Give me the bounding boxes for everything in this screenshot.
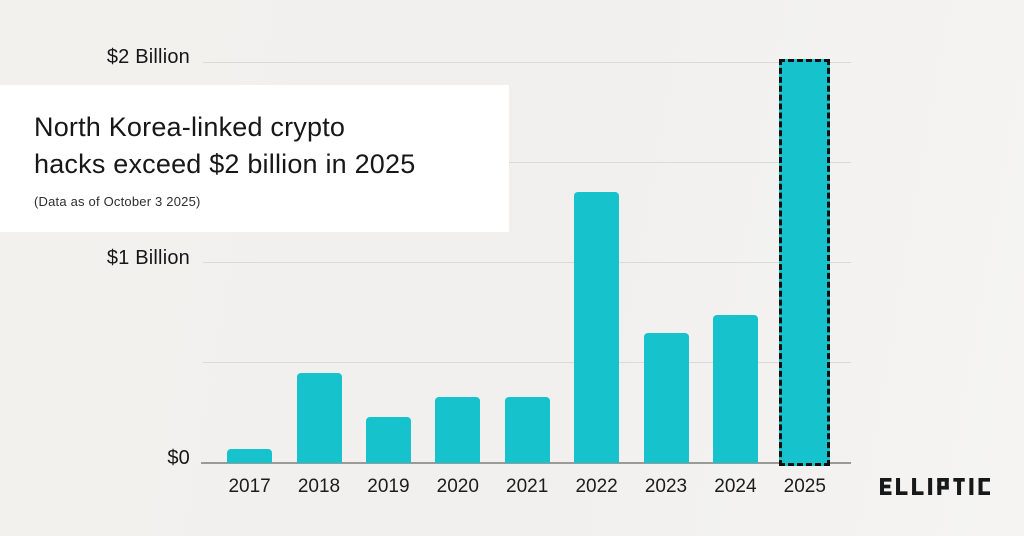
y-axis-label: $1 Billion <box>106 246 190 269</box>
bar-2020 <box>435 396 481 463</box>
x-axis-label-2024: 2024 <box>714 476 757 497</box>
gridline-1b <box>203 262 851 263</box>
x-axis-baseline <box>201 462 851 464</box>
bar-2022 <box>574 192 620 463</box>
bar-2021 <box>504 396 550 463</box>
y-axis-label: $2 Billion <box>106 46 190 68</box>
y-axis-label: $0 <box>167 447 190 469</box>
bar-2023 <box>643 332 689 463</box>
x-axis-label-2023: 2023 <box>644 476 688 497</box>
x-axis-label-2017: 2017 <box>228 476 271 497</box>
elliptic-logo-glyphs <box>880 478 990 495</box>
bar-2025-highlighted <box>779 59 831 466</box>
x-axis-label-2022: 2022 <box>575 476 618 497</box>
gridline-2b <box>203 61 851 63</box>
elliptic-logo <box>880 478 990 495</box>
bar-2024 <box>712 314 758 463</box>
title-card: North Korea-linked crypto hacks exceed $… <box>0 85 509 232</box>
gridline-0.5b <box>203 362 851 364</box>
chart-title-line-2: hacks exceed $2 billion in 2025 <box>34 149 416 179</box>
x-axis-label-2025: 2025 <box>783 476 826 497</box>
x-axis-label-2020: 2020 <box>436 476 479 497</box>
chart-title-line-1: North Korea-linked crypto <box>34 112 346 142</box>
chart-subtitle: (Data as of October 3 2025) <box>34 194 201 209</box>
x-axis-label-2021: 2021 <box>506 476 549 497</box>
gridline-1.5b <box>203 161 851 163</box>
x-axis-label-2019: 2019 <box>367 476 410 497</box>
bar-2017 <box>227 448 273 463</box>
bar-2018 <box>296 372 342 463</box>
x-axis-label-2018: 2018 <box>297 476 341 497</box>
bar-2019 <box>365 416 411 463</box>
